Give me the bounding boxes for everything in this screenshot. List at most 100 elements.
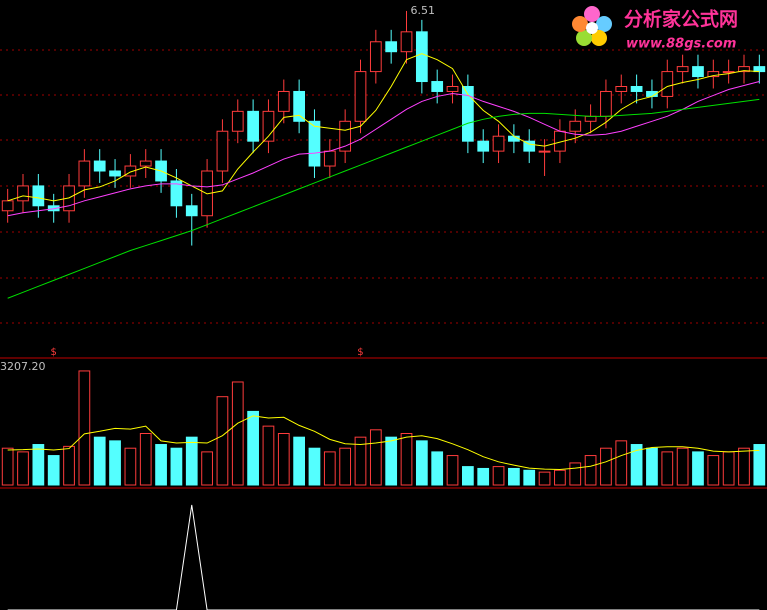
candle-body	[600, 90, 612, 117]
moving-average	[7, 53, 760, 202]
volume-bar	[93, 436, 106, 486]
candle-body	[262, 110, 275, 142]
volume-bar	[1, 447, 14, 486]
candle-body	[738, 66, 750, 73]
volume-bar	[32, 444, 45, 486]
volume-bar	[47, 455, 60, 486]
candle-body	[569, 120, 582, 132]
candle-body	[753, 66, 766, 73]
candle-body	[216, 130, 229, 172]
candle-body	[124, 165, 137, 177]
watermark-url: www.88gs.com	[626, 37, 736, 52]
volume-bar	[354, 436, 367, 486]
volume-bar	[523, 469, 536, 486]
watermark: 分析家公式网 www.88gs.com	[572, 6, 738, 52]
candle-body	[17, 185, 29, 202]
volume-bar	[308, 447, 321, 486]
volume-bar	[508, 467, 520, 486]
volume-bar	[323, 451, 336, 486]
candle-body	[584, 115, 597, 122]
volume-bar	[139, 432, 152, 486]
volume-bar	[554, 469, 566, 486]
candle-body	[462, 86, 474, 142]
candle-body	[293, 90, 305, 122]
volume-average	[7, 415, 760, 471]
candle-body	[354, 71, 367, 122]
high-label: 6.51	[411, 4, 436, 17]
volume-bar	[569, 462, 582, 486]
candle-body	[277, 90, 290, 112]
volume-bar	[615, 440, 628, 486]
candle-body	[492, 135, 505, 152]
volume-bar	[415, 440, 428, 486]
volume-bar	[661, 451, 674, 486]
volume-bar	[492, 466, 505, 486]
candle-body	[139, 160, 152, 167]
watermark-title: 分析家公式网	[624, 8, 738, 31]
candle-body	[308, 120, 321, 167]
candle-body	[676, 66, 689, 73]
volume-bar	[231, 381, 244, 486]
volume-bar	[155, 444, 167, 486]
candle-body	[523, 140, 536, 152]
candle-body	[93, 160, 106, 172]
volume-bar	[201, 451, 213, 486]
volume-bar	[676, 447, 689, 486]
grid	[0, 49, 767, 489]
volume-bar	[78, 370, 91, 486]
volume-bar	[538, 471, 551, 486]
volume-bar	[462, 466, 474, 486]
indicator-line	[7, 504, 760, 610]
signal: $	[357, 347, 363, 358]
volume-bar	[63, 445, 75, 486]
volume-bar	[247, 410, 259, 486]
candle-body	[692, 66, 704, 78]
volume-bar	[707, 455, 720, 486]
candle-body	[170, 180, 183, 207]
volume-bar	[431, 451, 444, 486]
volume-bar	[692, 451, 704, 486]
volume-bar	[293, 436, 305, 486]
candle-body	[538, 150, 551, 153]
candle-body	[247, 110, 259, 142]
candle-body	[109, 170, 121, 177]
candle-body	[323, 150, 336, 167]
candle-body	[339, 120, 352, 152]
volume-bar	[400, 432, 413, 486]
candle-body	[415, 31, 428, 83]
volume-bar	[753, 444, 766, 486]
candle-body	[185, 205, 198, 217]
volume-bar	[369, 429, 382, 486]
volume-bar	[646, 447, 658, 486]
flower-icon	[572, 6, 612, 46]
volume-bar	[722, 451, 735, 486]
candle-body	[431, 81, 444, 92]
volume-bar	[477, 467, 490, 486]
volume-bar	[185, 436, 198, 486]
volume-bar	[109, 440, 121, 486]
candle-body	[661, 71, 674, 97]
candle-body	[446, 86, 459, 92]
volume-bar	[170, 447, 183, 486]
volume-bar	[124, 447, 137, 486]
volume-bar	[385, 436, 398, 486]
candle-body	[400, 31, 413, 53]
candle-body	[78, 160, 91, 187]
candle-body	[231, 110, 244, 132]
moving-average	[7, 81, 760, 217]
signal: $	[51, 347, 57, 358]
candle-body	[385, 41, 398, 53]
volume-bar	[216, 396, 229, 486]
volume-bar	[630, 444, 643, 486]
candle-body	[615, 86, 628, 92]
volume-bar	[17, 451, 29, 486]
volume-bar	[600, 447, 612, 486]
volume-bar	[339, 447, 352, 486]
candle-body	[630, 86, 643, 92]
volume-bar	[738, 447, 750, 486]
volume-bar	[277, 432, 290, 486]
candle-body	[477, 140, 490, 152]
candle-body	[369, 41, 382, 73]
moving-average	[7, 98, 760, 299]
